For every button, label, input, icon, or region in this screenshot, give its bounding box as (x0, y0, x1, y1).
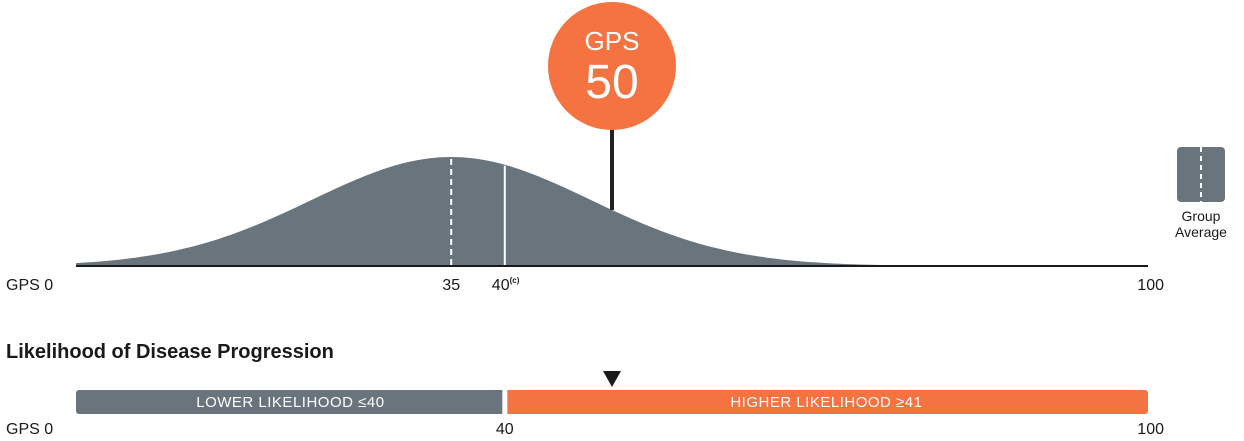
tick-label-35: 35 (442, 277, 460, 294)
patient-score-badge (548, 2, 676, 130)
legend-label-line2: Average (1175, 224, 1227, 240)
band-tick-label-100: 100 (1137, 421, 1164, 438)
legend: Group Average (1175, 147, 1227, 240)
tick-label-40: 40(c) (492, 276, 520, 294)
badge-label: GPS (585, 26, 640, 56)
badge-value: 50 (585, 56, 638, 109)
lower-likelihood-label: LOWER LIKELIHOOD ≤40 (196, 394, 384, 411)
higher-likelihood-segment (504, 390, 1148, 414)
axis-start-label: GPS 0 (6, 277, 53, 294)
score-marker-triangle (603, 371, 621, 387)
distribution-chart: GPS 50 GPS 0 35 40(c) 100 (6, 2, 1164, 294)
likelihood-title: Likelihood of Disease Progression (6, 341, 334, 363)
legend-label-line1: Group (1182, 208, 1221, 224)
tick-label-40-sup: (c) (510, 276, 520, 285)
band-tick-label-40: 40 (496, 421, 514, 438)
tick-label-40-main: 40 (492, 277, 510, 294)
higher-likelihood-label: HIGHER LIKELIHOOD ≥41 (730, 394, 922, 411)
lower-likelihood-segment (76, 390, 505, 414)
band-axis-start-label: GPS 0 (6, 421, 53, 438)
distribution-curve (76, 157, 1148, 266)
likelihood-chart: Likelihood of Disease Progression LOWER … (6, 341, 1164, 438)
tick-label-100: 100 (1137, 277, 1164, 294)
